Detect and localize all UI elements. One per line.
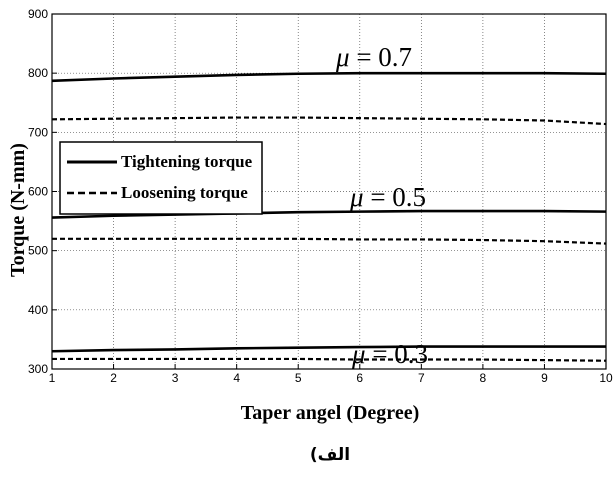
annotation-mu-value: = 0.5 [364, 182, 426, 212]
annotation-mu-symbol: μ [335, 42, 350, 72]
x-axis-label: Taper angel (Degree) [241, 402, 420, 424]
x-tick-label: 10 [599, 371, 613, 385]
annotation-mu-0.3: μ = 0.3 [351, 339, 428, 369]
tightening-torque-line [51, 71, 607, 83]
loosening-torque-line [52, 357, 607, 362]
x-tick-label: 5 [295, 371, 302, 385]
tightening-torque-line [51, 345, 606, 353]
x-tick-label: 9 [541, 371, 548, 385]
y-tick-label: 500 [28, 244, 48, 258]
y-tick-label: 600 [28, 185, 48, 199]
x-tick-label: 4 [233, 371, 240, 385]
y-tick-label: 300 [28, 362, 48, 376]
y-tick-label: 900 [28, 7, 48, 21]
y-tick-label: 800 [28, 66, 48, 80]
x-tick-label: 3 [172, 371, 179, 385]
y-tick-label: 400 [28, 303, 48, 317]
series-lines [51, 71, 607, 362]
loosening-torque-line [51, 116, 607, 126]
axis-ticks: 1 2 3 4 5 6 7 8 9 10 300 400 500 600 700 800 900 [28, 7, 613, 385]
legend-label-tightening: Tightening torque [121, 152, 253, 171]
legend-label-loosening: Loosening torque [121, 183, 248, 202]
annotation-mu-symbol: μ [349, 182, 364, 212]
x-tick-label: 1 [49, 371, 56, 385]
loosening-torque-line [52, 237, 607, 245]
figure-caption: الف) [310, 445, 350, 465]
annotation-mu-0.7: μ = 0.7 [335, 42, 412, 72]
x-tick-label: 7 [418, 371, 425, 385]
y-axis-label: Torque (N-mm) [7, 143, 29, 277]
legend-box [59, 141, 263, 215]
tightening-torque-line [51, 209, 607, 219]
y-tick-label: 700 [28, 125, 48, 139]
annotation-mu-value: = 0.3 [366, 339, 428, 369]
x-tick-label: 6 [356, 371, 363, 385]
x-tick-label: 2 [110, 371, 117, 385]
annotation-mu-symbol: μ [351, 339, 366, 369]
x-tick-label: 8 [480, 371, 487, 385]
legend: Tightening torque Loosening torque [59, 141, 263, 215]
annotation-mu-0.5: μ = 0.5 [349, 182, 426, 212]
annotation-mu-value: = 0.7 [350, 42, 412, 72]
